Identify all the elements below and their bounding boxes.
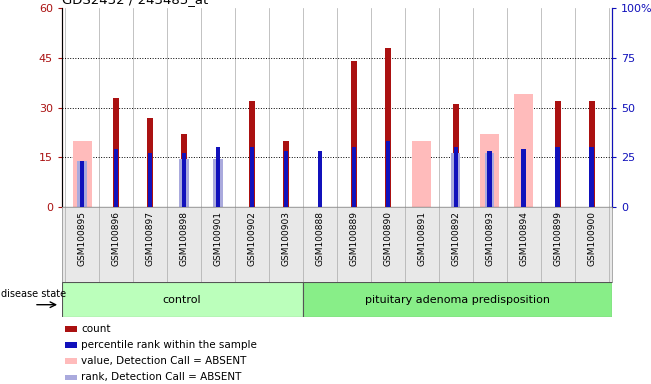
Bar xyxy=(64,359,77,364)
Bar xyxy=(303,282,612,317)
Text: GSM100897: GSM100897 xyxy=(146,211,155,266)
Text: GSM100903: GSM100903 xyxy=(281,211,290,266)
Text: disease state: disease state xyxy=(1,289,66,300)
Bar xyxy=(77,161,87,207)
Bar xyxy=(80,161,85,207)
Text: pituitary adenoma predisposition: pituitary adenoma predisposition xyxy=(365,295,549,305)
Bar xyxy=(589,101,594,207)
Text: GSM100896: GSM100896 xyxy=(112,211,120,266)
Bar xyxy=(454,147,458,207)
Text: percentile rank within the sample: percentile rank within the sample xyxy=(81,340,257,350)
Text: GSM100891: GSM100891 xyxy=(417,211,426,266)
Text: GSM100900: GSM100900 xyxy=(587,211,596,266)
Text: GSM100893: GSM100893 xyxy=(485,211,494,266)
Bar xyxy=(283,141,289,207)
Bar xyxy=(64,326,77,332)
Text: GSM100890: GSM100890 xyxy=(383,211,393,266)
Bar xyxy=(555,147,560,207)
Bar xyxy=(64,343,77,348)
Bar xyxy=(452,104,459,207)
Bar xyxy=(250,147,254,207)
Bar xyxy=(318,151,322,207)
Bar xyxy=(62,282,303,317)
Text: GSM100898: GSM100898 xyxy=(180,211,189,266)
Bar xyxy=(179,159,189,207)
Text: GSM100889: GSM100889 xyxy=(350,211,358,266)
Text: count: count xyxy=(81,324,111,334)
Bar xyxy=(214,159,223,207)
Bar xyxy=(385,141,390,207)
Text: GSM100888: GSM100888 xyxy=(316,211,324,266)
Text: value, Detection Call = ABSENT: value, Detection Call = ABSENT xyxy=(81,356,247,366)
Bar xyxy=(413,141,431,207)
Bar xyxy=(589,147,594,207)
Bar xyxy=(284,151,288,207)
Bar xyxy=(480,134,499,207)
Text: GDS2432 / 243485_at: GDS2432 / 243485_at xyxy=(62,0,208,7)
Text: GSM100892: GSM100892 xyxy=(451,211,460,266)
Text: GSM100895: GSM100895 xyxy=(77,211,87,266)
Bar xyxy=(521,149,526,207)
Bar xyxy=(385,48,391,207)
Text: rank, Detection Call = ABSENT: rank, Detection Call = ABSENT xyxy=(81,372,242,382)
Bar xyxy=(451,154,460,207)
Bar xyxy=(485,154,495,207)
Bar xyxy=(147,118,153,207)
Text: GSM100902: GSM100902 xyxy=(247,211,256,266)
Bar xyxy=(216,147,220,207)
Bar xyxy=(352,147,356,207)
Bar xyxy=(351,61,357,207)
Bar xyxy=(73,141,92,207)
Bar xyxy=(249,101,255,207)
Bar xyxy=(64,375,77,380)
Bar xyxy=(148,154,152,207)
Text: GSM100899: GSM100899 xyxy=(553,211,562,266)
Text: GSM100894: GSM100894 xyxy=(519,211,528,266)
Bar xyxy=(114,149,118,207)
Bar xyxy=(514,94,533,207)
Text: GSM100901: GSM100901 xyxy=(214,211,223,266)
Bar xyxy=(113,98,119,207)
Bar xyxy=(182,154,186,207)
Bar xyxy=(488,151,492,207)
Bar xyxy=(181,134,187,207)
Bar xyxy=(555,101,561,207)
Text: control: control xyxy=(163,295,202,305)
